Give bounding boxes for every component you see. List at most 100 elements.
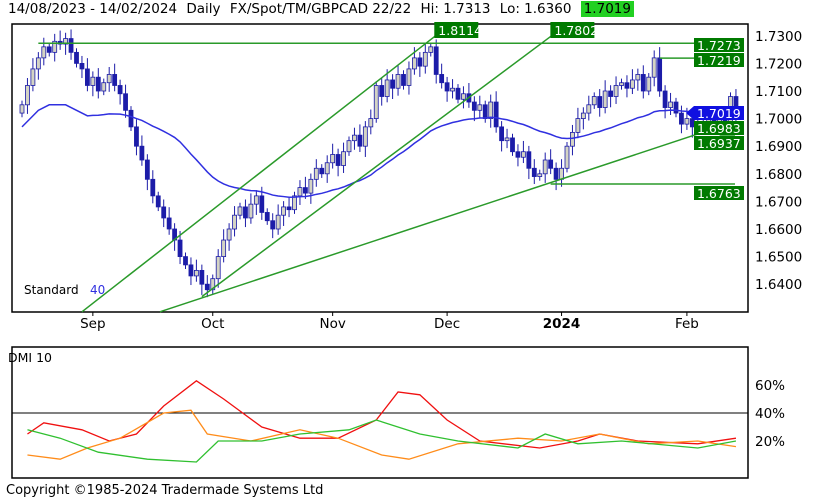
candle-up xyxy=(586,104,592,114)
candle-down xyxy=(161,206,167,219)
candle-up xyxy=(619,82,624,86)
candle-down xyxy=(679,112,684,125)
candle-down xyxy=(270,220,276,230)
candle-down xyxy=(79,63,85,70)
y-tick-label: 1.6600 xyxy=(755,222,802,238)
candle-down xyxy=(689,118,695,128)
price-label-box xyxy=(694,136,744,150)
candle-up xyxy=(542,159,548,175)
price-label: 1.7219 xyxy=(697,53,741,68)
candle-down xyxy=(455,87,461,100)
chart-header: 14/08/2023 - 14/02/2024 Daily FX/Spot/TM… xyxy=(8,1,639,17)
candle-down xyxy=(85,68,90,86)
candle-up xyxy=(324,162,330,175)
candle-up xyxy=(373,85,379,120)
candle-up xyxy=(90,76,96,86)
price-label-box xyxy=(694,53,744,67)
candle-down xyxy=(74,51,79,64)
candle-down xyxy=(439,74,445,84)
dmi-title: DMI 10 xyxy=(8,350,52,365)
candle-up xyxy=(591,96,597,106)
candle-down xyxy=(134,126,139,147)
candle-up xyxy=(395,74,401,89)
candle-down xyxy=(471,101,477,111)
candle-up xyxy=(684,118,690,125)
candle-down xyxy=(531,167,537,177)
candle-up xyxy=(461,93,466,100)
candle-up xyxy=(368,118,374,128)
candle-up xyxy=(488,101,494,120)
candle-down xyxy=(286,206,292,211)
candle-down xyxy=(68,38,74,53)
high-value: Hi: 1.7313 xyxy=(420,1,491,17)
candle-down xyxy=(259,195,265,213)
candle-down xyxy=(657,57,663,92)
dmi-orange-line xyxy=(27,409,737,460)
candle-down xyxy=(597,96,603,108)
candle-up xyxy=(248,203,254,219)
candle-up xyxy=(19,104,25,114)
candle-down xyxy=(553,167,559,180)
candle-up xyxy=(477,104,483,111)
price-label-box xyxy=(694,38,744,52)
x-tick-label: Sep xyxy=(80,316,105,332)
candle-up xyxy=(362,126,368,147)
candle-up xyxy=(346,140,352,153)
candle-down xyxy=(95,76,101,92)
candle-up xyxy=(221,239,227,257)
candle-up xyxy=(106,74,112,84)
candle-up xyxy=(226,228,232,241)
date-range: 14/08/2023 - 14/02/2024 xyxy=(8,1,178,17)
candle-down xyxy=(482,104,488,120)
price-label: 1.6983 xyxy=(697,121,741,136)
candle-down xyxy=(204,283,210,291)
y-tick-label: 1.7100 xyxy=(755,84,802,100)
indicator-name: Standard xyxy=(24,283,79,297)
candle-up xyxy=(215,256,221,280)
candle-up xyxy=(384,79,390,97)
candle-down xyxy=(123,93,128,111)
y-tick-label: 1.6800 xyxy=(755,167,802,183)
dmi-y-tick-label: 20% xyxy=(755,434,785,450)
candle-up xyxy=(613,85,619,97)
candle-down xyxy=(662,90,668,108)
x-tick-label: Dec xyxy=(434,316,460,332)
candle-up xyxy=(41,46,47,59)
candle-up xyxy=(210,278,216,291)
candle-down xyxy=(112,74,118,86)
period: Daily xyxy=(186,1,221,17)
candle-up xyxy=(422,51,428,67)
candle-up xyxy=(193,269,199,277)
candle-up xyxy=(580,112,586,120)
candle-up xyxy=(232,214,237,230)
candle-up xyxy=(63,38,68,45)
candle-down xyxy=(243,206,248,219)
candle-up xyxy=(308,178,314,194)
x-tick-label: Oct xyxy=(201,316,224,332)
candle-up xyxy=(35,57,41,70)
candle-down xyxy=(515,151,521,158)
candle-down xyxy=(493,101,499,128)
candle-up xyxy=(521,151,526,158)
candle-down xyxy=(264,212,270,222)
candle-up xyxy=(630,79,635,89)
y-tick-label: 1.7000 xyxy=(755,112,802,128)
candle-up xyxy=(564,145,570,169)
candle-down xyxy=(183,256,188,266)
candle-down xyxy=(510,137,515,153)
candle-down xyxy=(199,269,205,285)
price-label-box xyxy=(694,186,744,200)
candle-up xyxy=(25,85,30,106)
candle-down xyxy=(499,126,505,142)
price-label: 1.6937 xyxy=(697,136,741,151)
price-label: 1.7273 xyxy=(697,38,741,53)
trendline-label: 1.7802 xyxy=(554,23,598,38)
copyright: Copyright ©1985-2024 Tradermade Systems … xyxy=(6,483,324,498)
candle-down xyxy=(401,74,406,86)
candle-down xyxy=(177,239,183,257)
x-tick-label: Feb xyxy=(675,316,699,332)
candle-down xyxy=(188,264,194,277)
candle-down xyxy=(608,90,613,97)
